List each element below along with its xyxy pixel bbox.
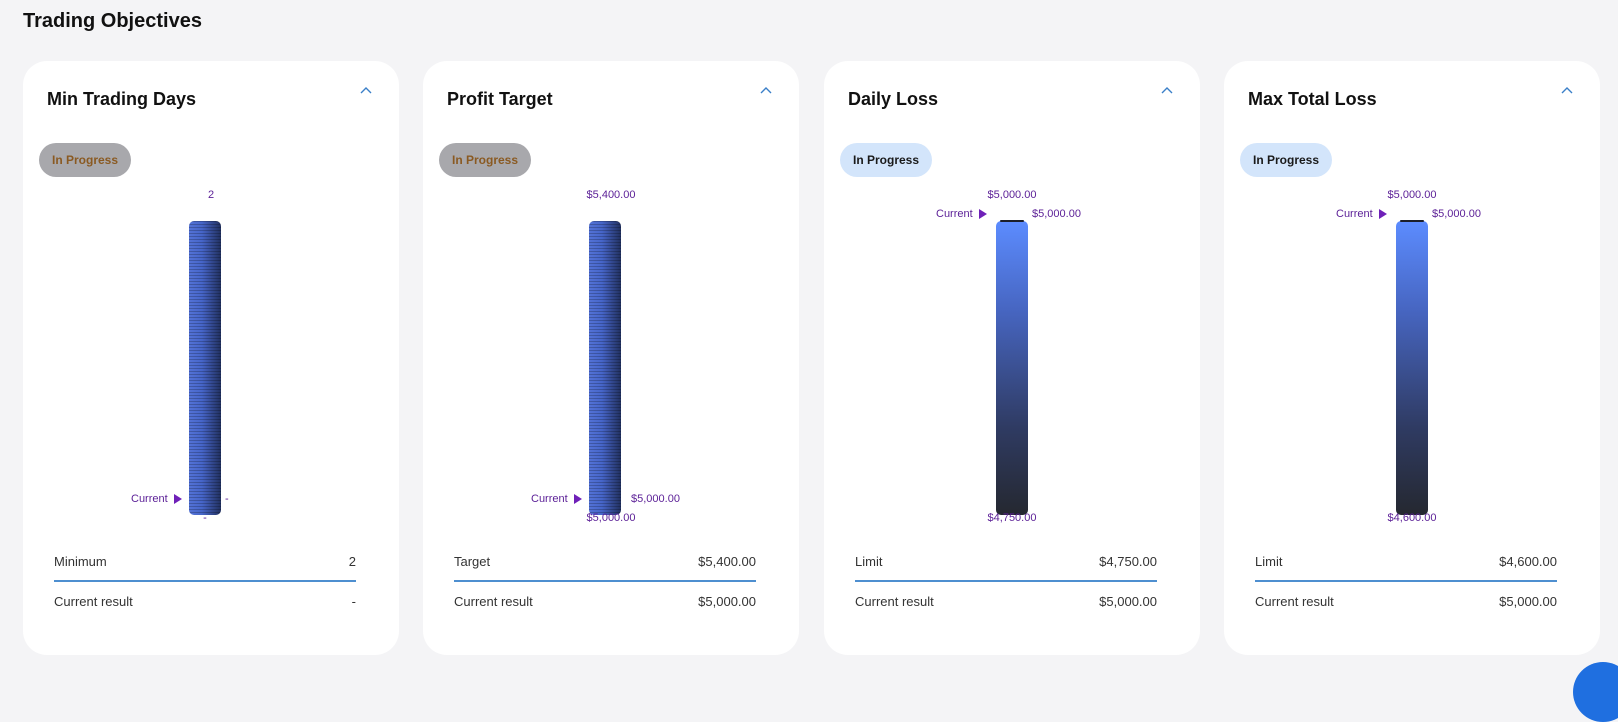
current-value: $5,000.00 — [1032, 208, 1081, 220]
top-label: 2 — [207, 189, 215, 201]
card-title: Profit Target — [447, 89, 553, 109]
chevron-up-icon — [1561, 87, 1573, 94]
current-marker: Current — [936, 208, 987, 220]
row-label: Target — [454, 553, 491, 569]
card-profit-target: Profit Target In Progress $5,400.00 Curr… — [423, 61, 799, 655]
divider — [1255, 580, 1557, 582]
collapse-button[interactable] — [355, 79, 377, 101]
card-title: Max Total Loss — [1248, 89, 1377, 109]
triangle-right-icon — [573, 494, 582, 504]
card-daily-loss: Daily Loss In Progress $5,000.00 Current… — [824, 61, 1200, 655]
row-label: Current result — [54, 593, 133, 609]
current-result-row: Current result $5,000.00 — [1255, 591, 1557, 611]
triangle-right-icon — [978, 209, 987, 219]
row-value: $5,000.00 — [1099, 593, 1157, 609]
current-label: Current — [531, 493, 568, 505]
row-label: Limit — [1255, 553, 1283, 569]
current-marker: Current — [1336, 208, 1387, 220]
floating-action-button[interactable] — [1573, 662, 1618, 722]
progress-bar — [996, 220, 1028, 515]
card-title: Min Trading Days — [47, 89, 197, 109]
row-value: $5,000.00 — [698, 593, 756, 609]
card-max-total-loss: Max Total Loss In Progress $5,000.00 Cur… — [1224, 61, 1600, 655]
row-label: Current result — [454, 593, 533, 609]
triangle-right-icon — [173, 494, 182, 504]
chevron-up-icon — [360, 87, 372, 94]
current-value: $5,000.00 — [631, 493, 680, 505]
triangle-right-icon — [1378, 209, 1387, 219]
chevron-up-icon — [1161, 87, 1173, 94]
progress-bar — [189, 221, 221, 515]
row-value: - — [351, 593, 356, 609]
row-label: Current result — [1255, 593, 1334, 609]
status-badge: In Progress — [39, 143, 132, 177]
current-label: Current — [936, 208, 973, 220]
row-value: $5,000.00 — [1499, 593, 1557, 609]
bottom-label: $5,000.00 — [586, 512, 636, 524]
row-value: $4,600.00 — [1499, 553, 1557, 569]
collapse-button[interactable] — [1556, 79, 1578, 101]
row-label: Limit — [855, 553, 883, 569]
row-label: Minimum — [54, 553, 107, 569]
current-result-row: Current result - — [54, 591, 356, 611]
progress-bar — [1396, 220, 1428, 515]
card-title: Daily Loss — [848, 89, 939, 109]
status-badge: In Progress — [1240, 143, 1333, 177]
row-label: Current result — [855, 593, 934, 609]
chevron-up-icon — [760, 87, 772, 94]
status-badge: In Progress — [439, 143, 532, 177]
row-value: 2 — [348, 553, 356, 569]
bottom-label: $4,600.00 — [1387, 512, 1437, 524]
row-value: $4,750.00 — [1099, 553, 1157, 569]
current-result-row: Current result $5,000.00 — [855, 591, 1157, 611]
divider — [855, 580, 1157, 582]
status-badge: In Progress — [840, 143, 933, 177]
collapse-button[interactable] — [755, 79, 777, 101]
limit-row: Limit $4,750.00 — [855, 551, 1157, 571]
divider — [454, 580, 756, 582]
page-title: Trading Objectives — [23, 10, 202, 32]
top-label: $5,400.00 — [586, 189, 636, 201]
current-result-row: Current result $5,000.00 — [454, 591, 756, 611]
divider — [54, 580, 356, 582]
current-label: Current — [1336, 208, 1373, 220]
card-min-trading-days: Min Trading Days In Progress 2 Current -… — [23, 61, 399, 655]
minimum-row: Minimum 2 — [54, 551, 356, 571]
row-value: $5,400.00 — [698, 553, 756, 569]
progress-bar — [589, 221, 621, 515]
current-value: $5,000.00 — [1432, 208, 1481, 220]
top-label: $5,000.00 — [987, 189, 1037, 201]
bottom-label: $4,750.00 — [987, 512, 1037, 524]
top-label: $5,000.00 — [1387, 189, 1437, 201]
current-label: Current — [131, 493, 168, 505]
target-row: Target $5,400.00 — [454, 551, 756, 571]
limit-row: Limit $4,600.00 — [1255, 551, 1557, 571]
bottom-label: - — [203, 512, 207, 524]
current-value: - — [225, 493, 229, 505]
current-marker: Current — [131, 493, 182, 505]
current-marker: Current — [531, 493, 582, 505]
collapse-button[interactable] — [1156, 79, 1178, 101]
